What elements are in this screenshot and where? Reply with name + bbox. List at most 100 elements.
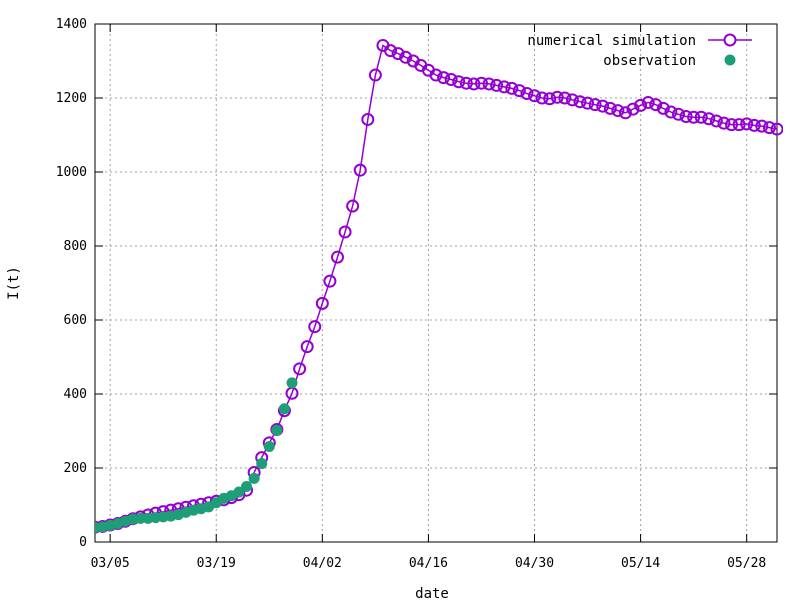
simulation-point <box>596 99 610 113</box>
simulation-point <box>353 163 367 177</box>
simulation-point <box>361 112 375 126</box>
series-clip-group <box>82 38 783 534</box>
simulation-point <box>482 77 496 91</box>
simulation-point <box>755 119 769 133</box>
simulation-point <box>656 101 670 115</box>
simulation-point <box>581 96 595 110</box>
x-axis-title: date <box>415 586 449 602</box>
simulation-point <box>611 104 625 118</box>
simulation-point <box>82 522 93 533</box>
simulation-point <box>535 91 549 105</box>
simulation-point <box>368 68 382 82</box>
y-tick-label: 200 <box>64 461 87 476</box>
x-tick-label: 03/05 <box>91 556 130 571</box>
simulation-point <box>308 320 322 334</box>
simulation-point <box>452 75 466 89</box>
y-tick-label: 1000 <box>56 165 87 180</box>
simulation-point <box>384 44 398 58</box>
simulation-point <box>467 77 481 91</box>
simulation-point <box>338 225 352 239</box>
simulation-point <box>323 274 337 288</box>
y-tick-label: 1200 <box>56 91 87 106</box>
simulation-point <box>702 112 716 126</box>
simulation-point <box>558 91 572 105</box>
simulation-point <box>490 78 504 92</box>
simulation-point <box>437 71 451 85</box>
simulation-point <box>520 87 534 101</box>
observation-point <box>256 458 268 470</box>
observation-point <box>271 424 283 436</box>
simulation-point <box>641 95 655 109</box>
y-tick-label: 1400 <box>56 17 87 32</box>
observation-point <box>233 486 245 498</box>
simulation-point <box>474 76 488 90</box>
legend-marker <box>723 33 737 47</box>
x-tick-label: 05/14 <box>621 556 660 571</box>
observation-point <box>134 512 146 524</box>
simulation-point <box>762 121 776 135</box>
x-tick-label: 04/30 <box>515 556 554 571</box>
y-tick-label: 800 <box>64 239 87 254</box>
simulation-point <box>399 50 413 64</box>
y-tick-label: 600 <box>64 313 87 328</box>
series <box>82 38 783 534</box>
simulation-point <box>550 90 564 104</box>
observation-point <box>248 472 260 484</box>
simulation-point <box>603 101 617 115</box>
simulation-point <box>346 199 360 213</box>
simulation-point <box>330 250 344 264</box>
y-tick-label: 0 <box>79 535 87 550</box>
simulation-point <box>459 76 473 90</box>
plot-frame <box>94 23 778 543</box>
simulation-point <box>618 106 632 120</box>
simulation-point <box>512 84 526 98</box>
grid <box>95 24 777 542</box>
observation-point <box>263 441 275 453</box>
legend-label: numerical simulation <box>527 33 696 49</box>
x-tick-label: 04/02 <box>303 556 342 571</box>
simulation-point <box>543 92 557 106</box>
legend-label: observation <box>603 53 696 69</box>
simulation-point <box>679 110 693 123</box>
series-numerical-simulation <box>82 38 783 534</box>
observation-point <box>241 481 253 492</box>
simulation-point <box>444 73 458 86</box>
legend-marker <box>724 54 736 66</box>
simulation-point <box>770 122 783 136</box>
simulation-point <box>725 118 739 132</box>
simulation-point <box>300 340 314 354</box>
simulation-point <box>391 47 405 61</box>
simulation-point <box>315 296 329 310</box>
simulation-point <box>505 81 519 95</box>
observation-point <box>278 403 290 415</box>
x-tick-label: 04/16 <box>409 556 448 571</box>
simulation-point <box>573 95 587 109</box>
x-tick-label: 05/28 <box>727 556 766 571</box>
simulation-point <box>588 98 602 112</box>
simulation-point <box>717 116 731 130</box>
observation-point <box>286 377 298 389</box>
axes: 0 200 400 600 800 1000 1200 1400 03/05 03/19 04/02… <box>56 17 778 571</box>
simulation-point <box>709 114 723 128</box>
y-axis-title: I(t) <box>6 266 22 300</box>
legend: numerical simulation observation <box>527 33 752 69</box>
observation-point <box>82 522 93 533</box>
simulation-point <box>740 117 754 131</box>
simulation-point <box>293 362 307 376</box>
simulation-point <box>687 110 701 124</box>
simulation-point <box>664 105 678 119</box>
simulation-point <box>497 80 511 94</box>
simulation-point <box>732 118 746 132</box>
x-tick-label: 03/19 <box>197 556 236 571</box>
series-observation <box>82 377 298 534</box>
simulation-point <box>528 89 542 103</box>
simulation-point <box>694 110 708 124</box>
y-tick-label: 400 <box>64 387 87 402</box>
simulation-point <box>634 98 648 112</box>
simulation-point <box>626 102 640 116</box>
simulation-point <box>429 68 443 82</box>
simulation-point <box>671 107 685 121</box>
simulation-point <box>649 98 663 112</box>
simulation-point <box>565 93 579 107</box>
